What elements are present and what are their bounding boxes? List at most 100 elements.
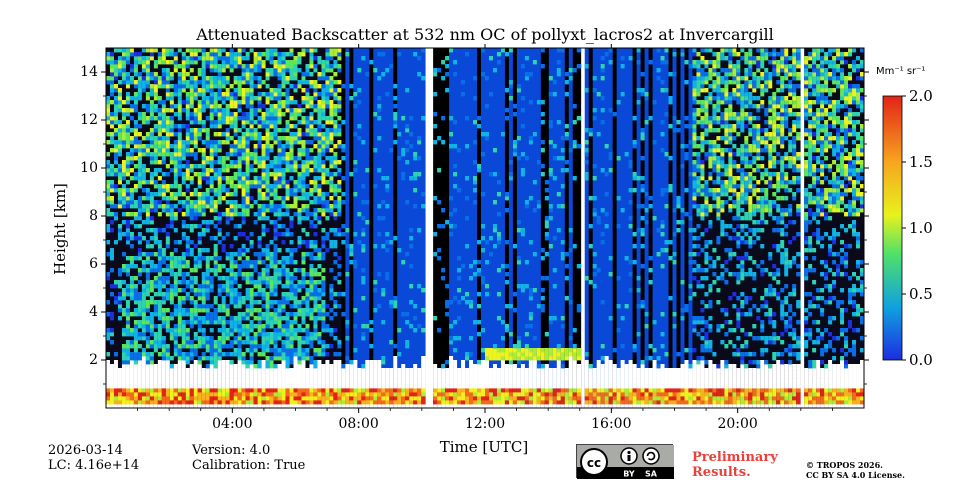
heatmap-cell xyxy=(157,128,163,133)
heatmap-cell xyxy=(205,140,211,145)
heatmap-cell xyxy=(197,404,203,409)
heatmap-cell xyxy=(277,76,282,81)
heatmap-cell xyxy=(337,140,342,145)
heatmap-cell xyxy=(185,320,191,325)
heatmap-cell xyxy=(209,280,215,285)
heatmap-cell xyxy=(508,80,514,85)
heatmap-cell xyxy=(512,308,518,313)
heatmap-cell xyxy=(508,160,514,165)
heatmap-cell xyxy=(337,104,342,109)
heatmap-cell xyxy=(241,80,247,85)
heatmap-cell xyxy=(397,400,402,405)
heatmap-cell xyxy=(277,148,282,153)
heatmap-cell xyxy=(149,356,155,361)
heatmap-cell xyxy=(453,184,458,189)
heatmap-cell xyxy=(189,384,195,389)
heatmap-cell xyxy=(325,352,330,357)
heatmap-cell xyxy=(265,348,270,353)
heatmap-cell xyxy=(201,304,207,309)
heatmap-cell xyxy=(201,92,207,97)
heatmap-cell xyxy=(106,108,111,113)
heatmap-cell xyxy=(201,344,207,349)
heatmap-cell xyxy=(109,268,115,273)
heatmap-cell xyxy=(373,384,378,389)
heatmap-cell xyxy=(197,400,203,405)
heatmap-cell xyxy=(181,124,187,129)
heatmap-cell xyxy=(273,60,278,65)
heatmap-cell xyxy=(133,284,139,289)
heatmap-cell xyxy=(544,380,550,385)
heatmap-cell xyxy=(265,192,270,197)
heatmap-cell xyxy=(433,372,438,377)
heatmap-cell xyxy=(297,312,302,317)
heatmap-cell xyxy=(133,328,139,333)
heatmap-cell xyxy=(106,164,111,169)
heatmap-cell xyxy=(329,240,334,245)
heatmap-cell xyxy=(165,392,171,397)
heatmap-column xyxy=(297,48,302,408)
heatmap-cell xyxy=(353,360,358,365)
heatmap-cell xyxy=(225,320,231,325)
heatmap-cell xyxy=(285,140,290,145)
heatmap-cell xyxy=(221,60,227,65)
heatmap-cell xyxy=(277,308,282,313)
heatmap-cell xyxy=(137,360,143,365)
heatmap-cell xyxy=(377,360,382,365)
heatmap-cell xyxy=(225,276,231,281)
heatmap-cell xyxy=(309,56,314,61)
heatmap-cell xyxy=(528,72,534,77)
heatmap-cell xyxy=(157,136,163,141)
heatmap-cell xyxy=(193,352,199,357)
heatmap-cell xyxy=(437,248,442,253)
heatmap-cell xyxy=(504,392,510,397)
heatmap-cell xyxy=(257,208,262,213)
heatmap-cell xyxy=(245,292,251,297)
heatmap-cell xyxy=(245,68,251,73)
heatmap-cell xyxy=(169,124,175,129)
heatmap-cell xyxy=(209,160,215,165)
heatmap-cell xyxy=(377,216,382,221)
heatmap-cell xyxy=(377,380,382,385)
heatmap-cell xyxy=(249,96,255,101)
heatmap-cell xyxy=(181,148,187,153)
heatmap-cell xyxy=(149,76,155,81)
heatmap-cell xyxy=(197,172,203,177)
heatmap-cell xyxy=(313,68,318,73)
heatmap-cell xyxy=(269,284,274,289)
heatmap-cell xyxy=(381,356,386,361)
heatmap-cell xyxy=(532,392,538,397)
heatmap-column xyxy=(504,48,510,408)
heatmap-cell xyxy=(265,164,270,169)
heatmap-cell xyxy=(189,68,195,73)
heatmap-cell xyxy=(477,260,482,265)
heatmap-cell xyxy=(361,364,366,369)
heatmap-cell xyxy=(293,384,298,389)
heatmap-cell xyxy=(297,164,302,169)
heatmap-cell xyxy=(145,380,151,385)
heatmap-cell xyxy=(329,228,334,233)
heatmap-cell xyxy=(209,384,215,389)
heatmap-cell xyxy=(492,364,498,369)
heatmap-cell xyxy=(241,324,247,329)
heatmap-cell xyxy=(249,364,255,369)
heatmap-cell xyxy=(305,148,310,153)
heatmap-column xyxy=(241,48,247,408)
heatmap-cell xyxy=(121,188,127,193)
heatmap-cell xyxy=(285,80,290,85)
heatmap-cell xyxy=(560,384,566,389)
heatmap-cell xyxy=(297,180,302,185)
heatmap-cell xyxy=(213,96,219,101)
heatmap-cell xyxy=(113,360,119,365)
heatmap-cell xyxy=(113,116,119,121)
heatmap-cell xyxy=(257,236,262,241)
heatmap-cell xyxy=(461,388,466,393)
heatmap-cell xyxy=(269,336,274,341)
heatmap-cell xyxy=(169,288,175,293)
heatmap-cell xyxy=(265,116,270,121)
heatmap-cell xyxy=(249,308,255,313)
heatmap-cell xyxy=(333,312,338,317)
heatmap-cell xyxy=(301,348,306,353)
heatmap-cell xyxy=(245,328,251,333)
heatmap-cell xyxy=(125,220,131,225)
heatmap-cell xyxy=(409,144,414,149)
